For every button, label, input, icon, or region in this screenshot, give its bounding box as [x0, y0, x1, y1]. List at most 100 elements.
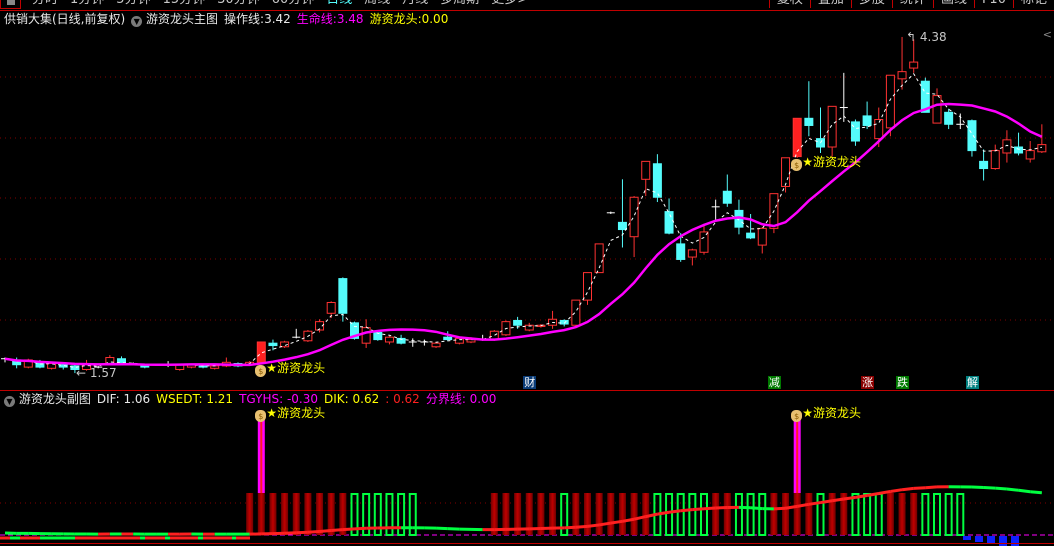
period-tabs: 分时1分钟5分钟15分钟30分钟60分钟日线周线月线多周期更多> — [26, 0, 534, 8]
tab-4[interactable]: 30分钟 — [211, 0, 266, 8]
tab-10[interactable]: 更多> — [485, 0, 534, 8]
candle-body — [384, 336, 394, 343]
sub-bar-down — [734, 493, 743, 536]
sub-bar-down — [560, 493, 569, 536]
tab-8[interactable]: 月线 — [396, 0, 434, 8]
collapse-panel-icon[interactable]: < — [1042, 28, 1052, 41]
candle-body — [944, 111, 954, 125]
candle-body — [431, 342, 441, 348]
candle-body — [524, 324, 534, 331]
dragon-signal-main: $ ★游资龙头 — [791, 155, 861, 171]
candle-body — [396, 337, 406, 344]
sub-indicator-selector[interactable]: ▼ 游资龙头副图 — [4, 392, 91, 407]
dragon-spike-core — [260, 413, 263, 493]
candle-body — [361, 327, 371, 344]
tool-button-6[interactable]: 标记 — [1012, 0, 1054, 8]
tab-3[interactable]: 15分钟 — [157, 0, 212, 8]
dif-value: DIF: 1.06 — [96, 392, 151, 406]
signal-text: 游资龙头 — [277, 406, 326, 420]
money-bag-icon: $ — [255, 364, 267, 377]
sub-bar-down — [921, 493, 930, 536]
sub-trend-segment — [622, 517, 635, 523]
tab-1[interactable]: 1分钟 — [64, 0, 110, 8]
indicator-selector[interactable]: ▼ 游资龙头主图 — [131, 12, 218, 27]
sub-bar-down — [665, 493, 674, 536]
candle-body — [804, 117, 814, 126]
sub-trend-segment — [1030, 490, 1042, 495]
sub-bar-down — [397, 493, 406, 536]
sub-bar-down — [933, 493, 941, 536]
tool-button-1[interactable]: 叠加 — [809, 0, 851, 8]
sub-bar-down — [676, 493, 685, 536]
candle-body — [909, 61, 919, 69]
candle-body — [315, 321, 325, 331]
low-price-label: ← 1.57 — [76, 366, 117, 380]
window-menu-button[interactable] — [0, 0, 21, 9]
tool-button-3[interactable]: 统计 — [891, 0, 933, 8]
candle-body — [792, 117, 802, 158]
tab-2[interactable]: 5分钟 — [110, 0, 156, 8]
life-line-value: 3.48 — [336, 12, 364, 26]
tool-button-0[interactable]: 复权 — [768, 0, 810, 8]
dragon-spike-core — [796, 413, 799, 493]
candle-body — [338, 278, 348, 314]
sub-bar-up — [642, 493, 650, 535]
sub-bar-up — [327, 493, 335, 535]
sub-trend-segment — [785, 504, 798, 510]
event-marker-3[interactable]: 跌 — [896, 376, 910, 389]
event-marker-2[interactable]: 涨 — [861, 376, 875, 389]
candle-body — [746, 232, 756, 239]
tool-button-5[interactable]: F10 — [973, 0, 1013, 8]
candle-body — [827, 105, 837, 148]
chevron-down-icon: ▼ — [131, 16, 143, 27]
sub-bar-up — [525, 493, 533, 535]
sub-bar-down — [851, 493, 860, 536]
tab-7[interactable]: 周线 — [358, 0, 396, 8]
op-line-value: 3.42 — [264, 12, 291, 26]
sub-trend-segment — [1006, 487, 1019, 492]
sub-bar-up — [898, 493, 906, 535]
candle-body — [641, 160, 651, 180]
sub-bar-down — [700, 493, 708, 536]
pane-divider[interactable] — [0, 390, 1054, 391]
sub-bar-up — [782, 493, 790, 535]
candle-body — [280, 341, 290, 348]
candle-body — [1025, 150, 1035, 160]
tab-0[interactable]: 分时 — [26, 0, 64, 8]
money-bag-icon: $ — [255, 410, 267, 422]
sub-bar-down — [385, 493, 394, 536]
sub-bar-up — [595, 493, 603, 535]
candle-body — [676, 243, 686, 260]
tool-button-4[interactable]: 画线 — [932, 0, 974, 8]
sub-bar-down — [758, 493, 767, 536]
sub-bar-up — [910, 493, 918, 535]
event-marker-0[interactable]: 财 — [523, 376, 537, 389]
sub-bar-up — [502, 493, 510, 535]
dragon-signal-sub: $ ★游资龙头 — [255, 406, 325, 422]
candle-body — [513, 319, 523, 326]
dik-value: DIK: 0.62 — [324, 392, 380, 406]
money-bag-icon: $ — [791, 410, 803, 422]
candle-body — [699, 231, 709, 253]
tool-buttons: 复权叠加多股统计画线F10标记 — [768, 0, 1054, 8]
event-marker-1[interactable]: 减 — [767, 376, 781, 389]
sub-trend-segment — [703, 506, 716, 511]
sub-bar-up — [339, 493, 347, 535]
sub-trend-segment — [610, 519, 623, 525]
sub-negative-bar — [963, 536, 971, 540]
tab-5[interactable]: 60分钟 — [266, 0, 321, 8]
candle-body — [373, 331, 383, 341]
tool-button-2[interactable]: 多股 — [850, 0, 892, 8]
tab-9[interactable]: 多周期 — [434, 0, 485, 8]
tab-6[interactable]: 日线 — [320, 0, 358, 8]
sub-negative-bar — [999, 536, 1007, 546]
candle-body — [559, 319, 569, 325]
sub-negative-bar — [975, 536, 983, 542]
candle-body — [781, 157, 791, 187]
candle-body — [990, 150, 1000, 170]
sub-trend-segment — [307, 530, 320, 534]
candle-body — [979, 160, 989, 170]
event-marker-4[interactable]: 解 — [965, 376, 979, 389]
sub-bar-down — [362, 493, 371, 536]
